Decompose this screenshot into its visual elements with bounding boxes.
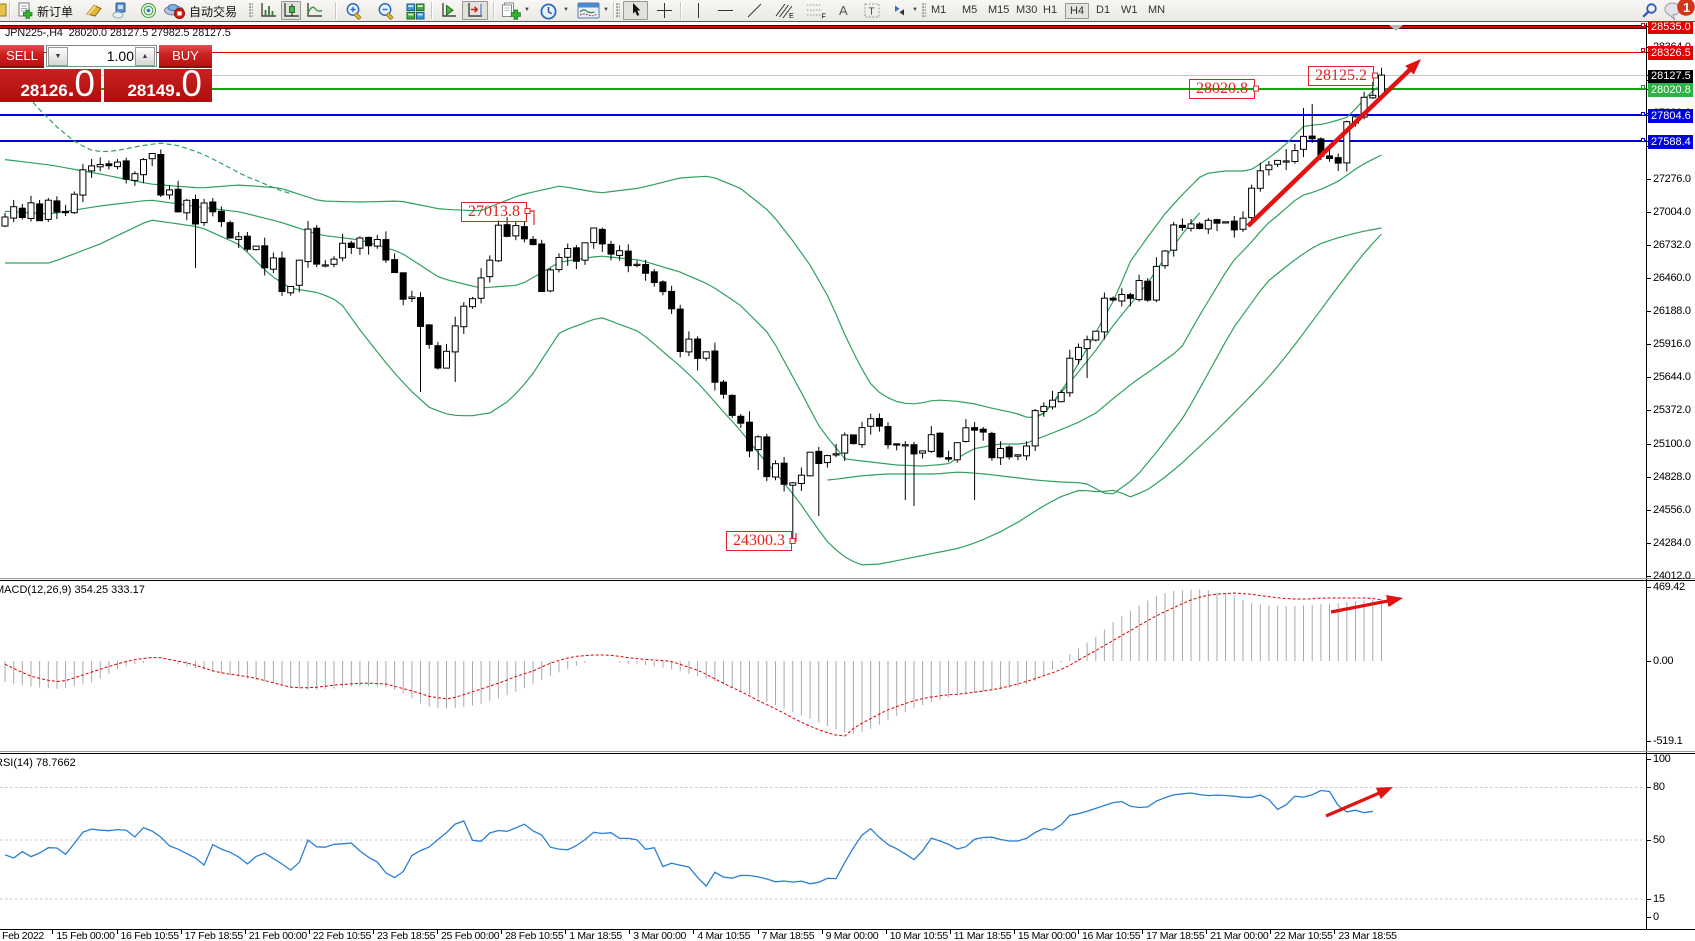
svg-text:E: E	[789, 13, 794, 19]
svg-text:1: 1	[1683, 0, 1690, 15]
svg-text:F: F	[822, 14, 826, 20]
svg-text:T: T	[869, 7, 875, 18]
